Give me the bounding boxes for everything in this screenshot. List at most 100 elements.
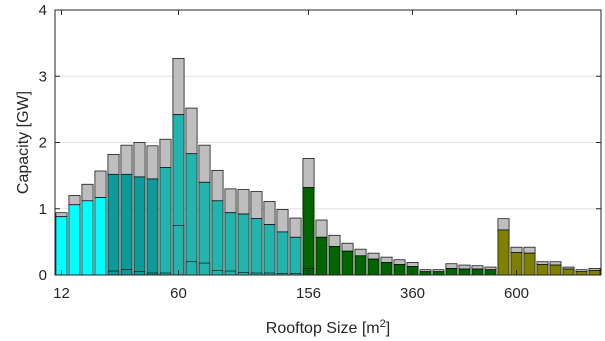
bar-top-segment <box>458 264 471 270</box>
bar-top-segment <box>81 183 94 202</box>
bar <box>393 259 406 276</box>
bar-top-segment <box>315 219 328 238</box>
bar <box>549 261 562 276</box>
bar <box>185 107 198 276</box>
bar-base-segment <box>224 212 237 276</box>
bar <box>367 252 380 276</box>
bar-base-segment <box>588 270 601 276</box>
bar-base-segment <box>536 264 549 276</box>
bar-base-segment <box>341 250 354 276</box>
y-tick-label: 1 <box>39 201 47 218</box>
bar <box>328 234 341 276</box>
bar-base-segment <box>120 173 133 276</box>
bar <box>315 219 328 276</box>
bar-base-segment <box>380 262 393 276</box>
bar-top-segment <box>250 191 263 220</box>
bar-top-segment <box>328 234 341 247</box>
bar <box>81 183 94 276</box>
bar-top-segment <box>146 145 159 180</box>
bar-base-segment <box>172 114 185 276</box>
bar-top-segment <box>198 144 211 183</box>
bar <box>94 170 107 276</box>
bar <box>211 169 224 276</box>
bar-top-segment <box>107 154 120 175</box>
bar-base-segment <box>159 167 172 276</box>
bar-base-segment <box>315 236 328 276</box>
y-tick-label: 4 <box>39 2 47 19</box>
bar-base-segment <box>289 236 302 276</box>
bar-series <box>55 58 601 276</box>
bar-base-segment <box>549 264 562 276</box>
bar-base-segment <box>354 255 367 276</box>
bar <box>120 144 133 276</box>
y-axis-ticks: 0 1 2 3 4 <box>39 2 601 284</box>
bar-top-segment <box>302 158 315 188</box>
bar-base-segment <box>185 153 198 276</box>
bar-base-segment <box>198 181 211 276</box>
bar-top-segment <box>120 144 133 175</box>
bar <box>523 246 536 276</box>
x-tick-label: 600 <box>504 285 529 302</box>
bar <box>263 201 276 276</box>
bar-top-segment <box>185 107 198 155</box>
bar <box>458 264 471 276</box>
bar-base-segment <box>445 268 458 276</box>
bar-top-segment <box>211 169 224 202</box>
bar-base-segment <box>211 200 224 276</box>
bar <box>198 144 211 276</box>
bar-top-segment <box>484 266 497 271</box>
x-tick-label: 60 <box>170 285 187 302</box>
bar-base-segment <box>107 173 120 276</box>
bar-top-segment <box>172 58 185 116</box>
bar-base-segment <box>328 246 341 276</box>
bar-top-segment <box>289 217 302 238</box>
bar <box>484 266 497 276</box>
bar-base-segment <box>68 204 81 276</box>
bar-top-segment <box>510 246 523 253</box>
bar-top-segment <box>354 248 367 257</box>
bar-base-segment <box>81 200 94 276</box>
bar-top-segment <box>133 142 146 178</box>
bar <box>497 218 510 276</box>
bar <box>55 212 68 276</box>
bar <box>159 138 172 276</box>
x-axis-ticks: 12 60 156 360 600 <box>53 10 529 302</box>
bar-base-segment <box>302 187 315 276</box>
bar-base-segment <box>250 218 263 276</box>
bar-top-segment <box>445 263 458 269</box>
bar <box>536 261 549 276</box>
bar-top-segment <box>276 209 289 233</box>
bar <box>172 58 185 276</box>
bar-top-segment <box>263 201 276 225</box>
bar-top-segment <box>55 212 68 218</box>
bar-base-segment <box>237 213 250 276</box>
bar-top-segment <box>237 189 250 215</box>
bar <box>419 269 432 276</box>
bar-base-segment <box>367 258 380 276</box>
bar-top-segment <box>367 252 380 260</box>
bar <box>250 191 263 276</box>
bar <box>445 263 458 276</box>
bar-base-segment <box>497 229 510 276</box>
bar <box>588 268 601 276</box>
bar <box>276 209 289 276</box>
bar <box>380 256 393 276</box>
bar-base-segment <box>471 268 484 276</box>
bar <box>432 269 445 276</box>
bar <box>354 248 367 276</box>
bar-base-segment <box>276 231 289 276</box>
bar-top-segment <box>380 256 393 263</box>
bar-base-segment <box>263 224 276 276</box>
bar <box>341 242 354 276</box>
bar <box>133 142 146 276</box>
y-tick-label: 2 <box>39 135 47 152</box>
bar-base-segment <box>94 197 107 276</box>
bar <box>237 189 250 276</box>
y-tick-label: 0 <box>39 267 47 284</box>
gridlines <box>55 75 601 210</box>
bar-base-segment <box>393 264 406 276</box>
x-axis-label: Rooftop Size [m2] <box>266 318 390 337</box>
bar-top-segment <box>341 242 354 252</box>
bar-top-segment <box>159 138 172 169</box>
